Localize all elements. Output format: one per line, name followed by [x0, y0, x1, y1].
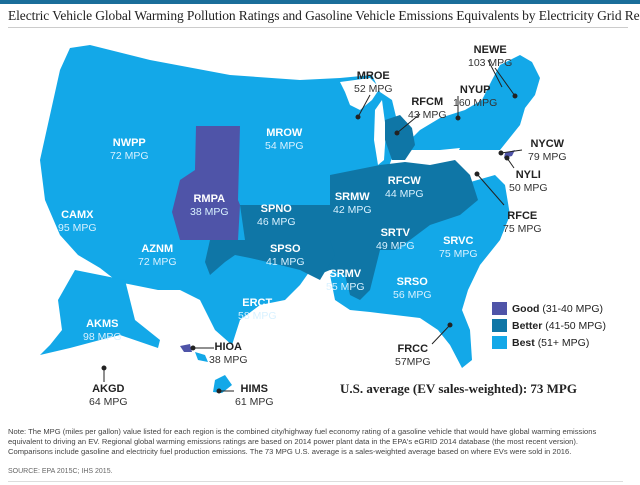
us-average: U.S. average (EV sales-weighted): 73 MPG: [340, 381, 577, 396]
legend-range-best: (51+ MPG): [537, 336, 590, 349]
map-legend: Good (31-40 MPG) Better (41-50 MPG) Best…: [492, 300, 606, 351]
region-shape-rfcw-srmw-srtv: [295, 160, 478, 300]
legend-range-good: (31-40 MPG): [542, 302, 604, 315]
lake-erie-shape: [420, 148, 460, 165]
us-grid-region-map: [40, 45, 540, 394]
legend-item-best: Best (51+ MPG): [492, 334, 606, 351]
region-shape-spno: [240, 205, 330, 240]
region-label-hioa: HIOA 38 MPG: [209, 341, 248, 366]
region-label-srso: SRSO 56 MPG: [393, 276, 432, 301]
top-accent-bar: [0, 0, 640, 4]
legend-swatch-best: [492, 336, 507, 349]
legend-label-better: Better: [512, 319, 543, 332]
region-label-rfcm: RFCM 43 MPG: [408, 96, 447, 121]
region-label-mrow: MROW 54 MPG: [265, 127, 304, 152]
region-label-rmpa: RMPA 38 MPG: [190, 193, 229, 218]
region-label-nyup: NYUP 160 MPG: [453, 84, 498, 109]
footnote: Note: The MPG (miles per gallon) value l…: [8, 427, 597, 456]
region-shape-northeast: [400, 55, 540, 150]
region-shape-alaska: [40, 270, 160, 355]
region-label-spso: SPSO 41 MPG: [266, 243, 305, 268]
region-label-hims: HIMS 61 MPG: [235, 383, 274, 408]
region-label-srmv: SRMV 55 MPG: [326, 268, 365, 293]
region-label-camx: CAMX 95 MPG: [58, 209, 97, 234]
bottom-divider: [8, 481, 623, 482]
source-citation: SOURCE: EPA 2015C; IHS 2015.: [8, 468, 113, 475]
region-label-akgd: AKGD 64 MPG: [89, 383, 128, 408]
region-label-srtv: SRTV 49 MPG: [376, 227, 415, 252]
region-label-srvc: SRVC 75 MPG: [439, 235, 478, 260]
region-label-erct: ERCT 58 MPG: [238, 297, 277, 322]
legend-label-best: Best: [512, 336, 535, 349]
region-shape-hioa: [180, 344, 192, 352]
region-shape-rmpa: [172, 126, 240, 240]
region-label-spno: SPNO 46 MPG: [257, 203, 296, 228]
page-title: Electric Vehicle Global Warming Pollutio…: [8, 8, 640, 23]
legend-swatch-better: [492, 319, 507, 332]
region-label-newe: NEWE 103 MPG: [468, 44, 513, 69]
lake-shape: [340, 78, 380, 110]
region-label-aznm: AZNM 72 MPG: [138, 243, 177, 268]
region-label-nyli: NYLI 50 MPG: [509, 169, 548, 194]
region-label-rfcw: RFCW 44 MPG: [385, 175, 424, 200]
legend-swatch-good: [492, 302, 507, 315]
legend-label-good: Good: [512, 302, 540, 315]
region-shape-rfcm: [385, 115, 415, 160]
region-label-akms: AKMS 98 MPG: [83, 318, 122, 343]
region-shape-hims: [213, 375, 232, 393]
region-label-nwpp: NWPP 72 MPG: [110, 137, 149, 162]
lake-michigan-shape: [374, 100, 386, 165]
region-label-srmw: SRMW 42 MPG: [333, 191, 372, 216]
title-divider: [8, 27, 628, 28]
region-shape-hawaii-islands: [195, 352, 208, 362]
legend-item-good: Good (31-40 MPG): [492, 300, 606, 317]
region-label-nycw: NYCW 79 MPG: [528, 138, 567, 163]
region-label-rfce: RFCE 75 MPG: [503, 210, 542, 235]
legend-item-better: Better (41-50 MPG): [492, 317, 606, 334]
legend-range-better: (41-50 MPG): [545, 319, 606, 332]
region-label-frcc: FRCC 57MPG: [395, 343, 431, 368]
region-label-mroe: MROE 52 MPG: [354, 70, 393, 95]
region-shape-spso: [205, 240, 335, 280]
